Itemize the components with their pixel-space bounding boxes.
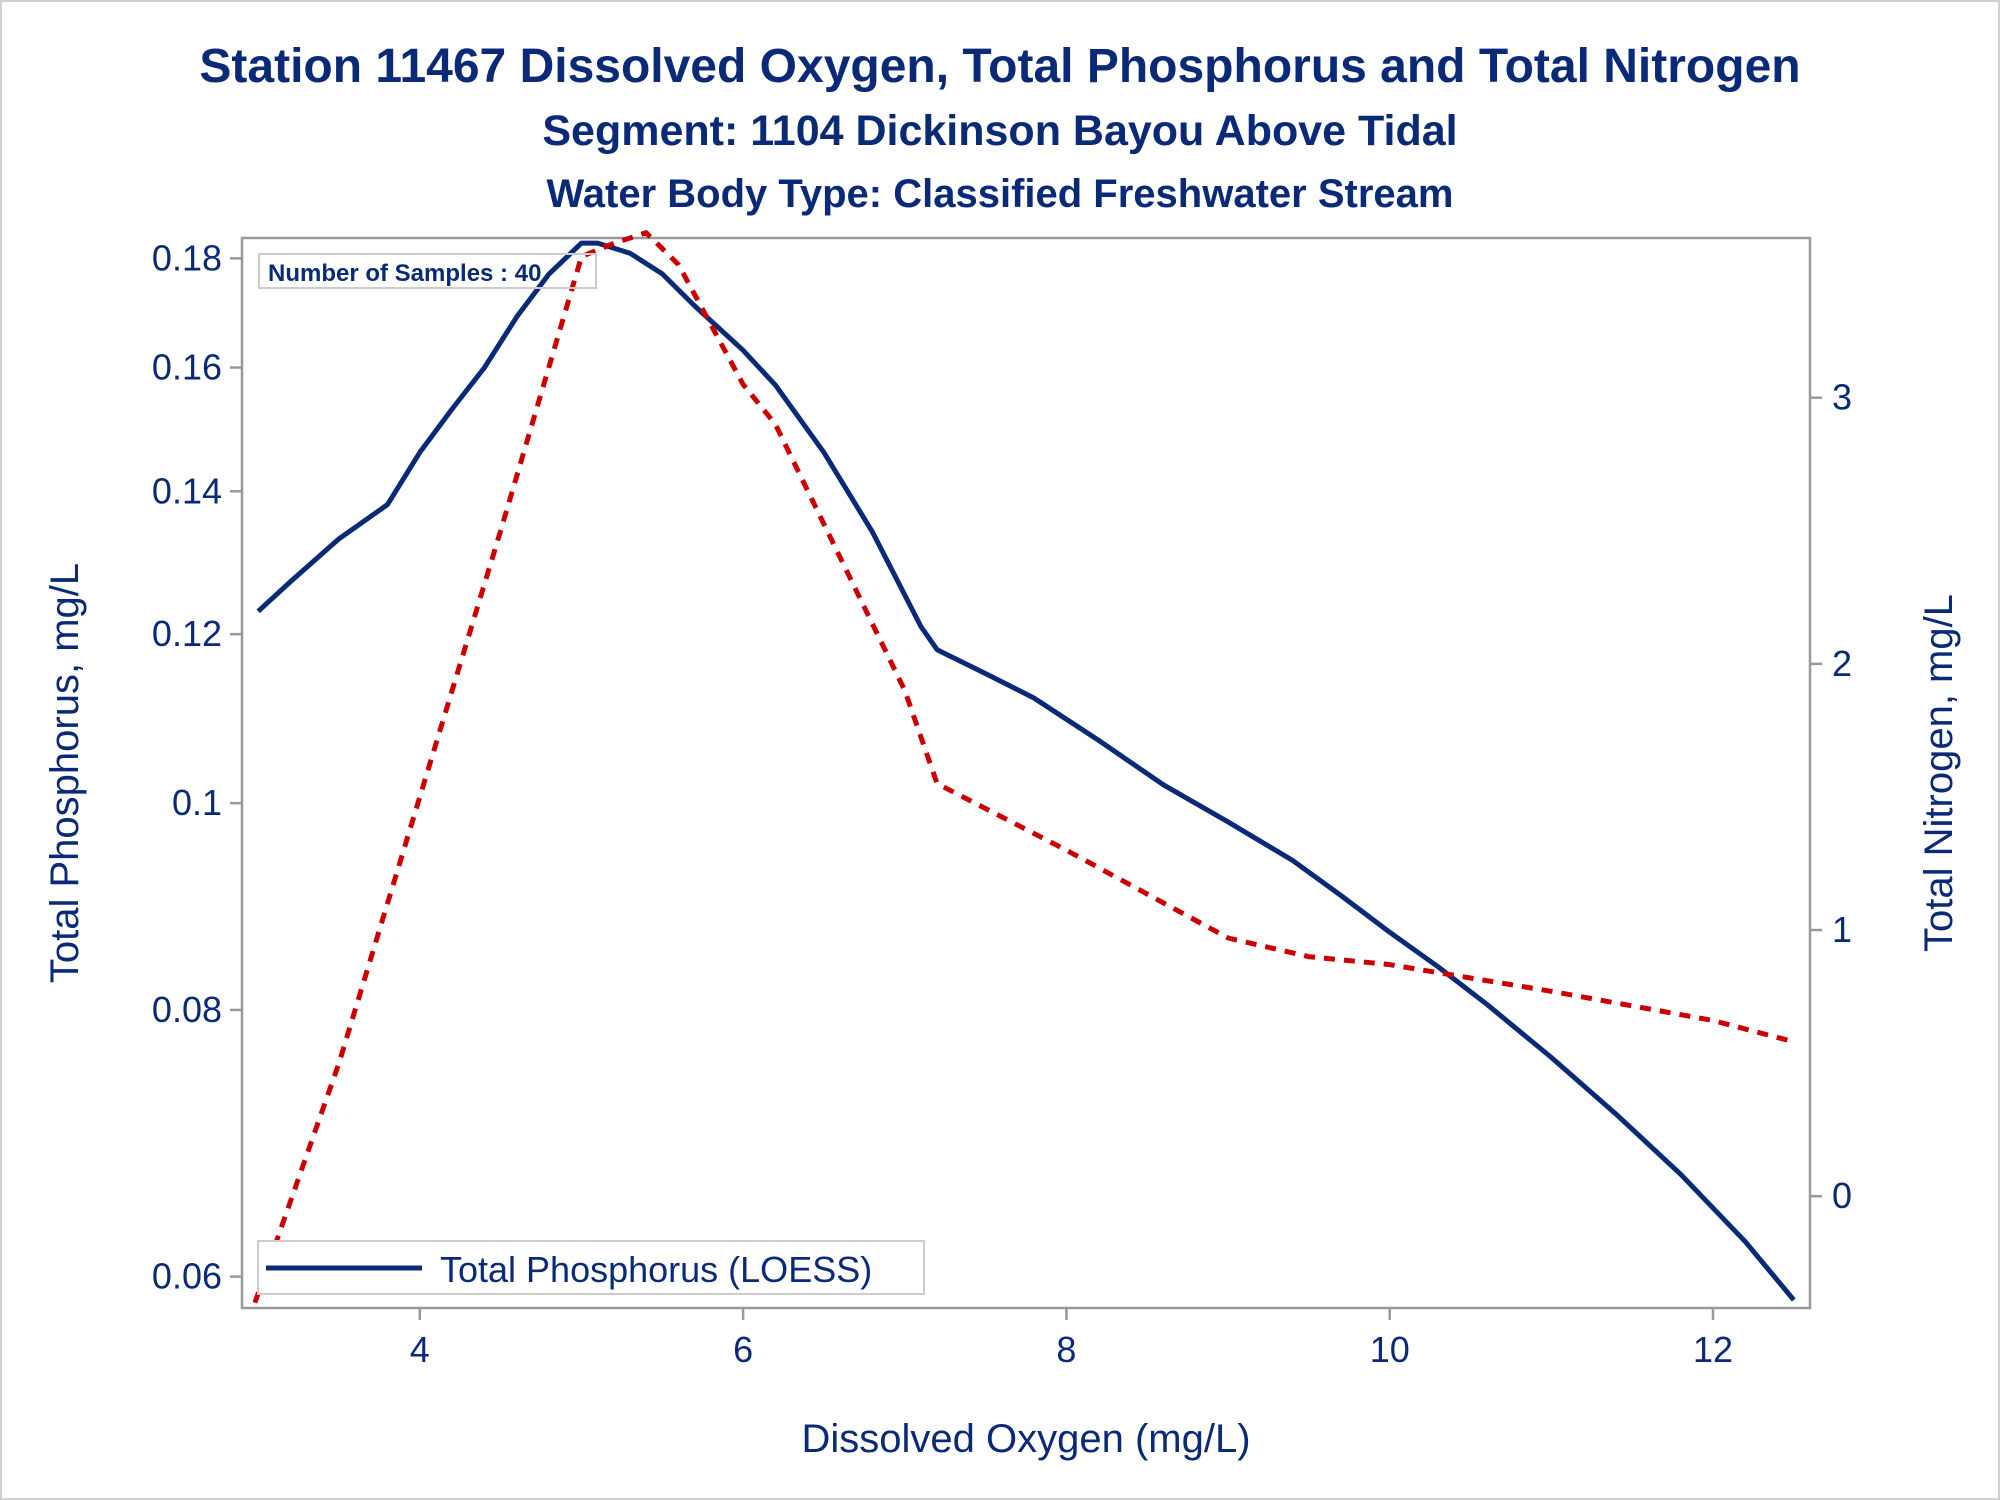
- y-axis-label: Total Phosphorus, mg/L: [43, 563, 87, 983]
- x-axis: 4 6 8 10 12: [410, 1308, 1733, 1370]
- legend: Total Phosphorus (LOESS): [257, 1240, 925, 1295]
- y-tick-label: 0.18: [152, 237, 222, 278]
- plot-area: [240, 236, 1812, 1310]
- y-tick-label: 0.14: [152, 470, 222, 511]
- y-tick-label: 0.12: [152, 613, 222, 654]
- y-axis-right: 0 1 2 3: [1810, 377, 1852, 1216]
- y-tick-label: 0.08: [152, 989, 222, 1030]
- legend-box: [257, 1240, 925, 1295]
- nitrogen-series-line: [252, 230, 1795, 1304]
- y-tick-label: 0.16: [152, 347, 222, 388]
- samples-inset-label: Number of Samples : 40: [268, 260, 541, 287]
- x-axis-label: Dissolved Oxygen (mg/L): [801, 1417, 1250, 1461]
- y-axis-left: 0.06 0.08 0.1 0.12 0.14 0.16 0.18: [152, 237, 242, 1297]
- chart-subtitle: Segment: 1104 Dickinson Bayou Above Tida…: [542, 107, 1457, 155]
- y2-tick-label: 3: [1832, 377, 1852, 418]
- x-tick-label: 4: [410, 1329, 430, 1370]
- phosphorus-series-line: [256, 240, 1796, 1302]
- y2-tick-label: 1: [1832, 909, 1852, 950]
- samples-inset-box: [258, 253, 597, 289]
- legend-label-phosphorus: Total Phosphorus (LOESS): [440, 1249, 872, 1290]
- y-tick-label: 0.1: [172, 782, 222, 823]
- x-tick-label: 10: [1370, 1329, 1410, 1370]
- x-tick-label: 8: [1056, 1329, 1076, 1370]
- y2-tick-label: 2: [1832, 643, 1852, 684]
- x-tick-label: 12: [1693, 1329, 1733, 1370]
- x-tick-label: 6: [733, 1329, 753, 1370]
- chart-subtitle-2: Water Body Type: Classified Freshwater S…: [547, 172, 1454, 216]
- y2-axis-label: Total Nitrogen, mg/L: [1917, 594, 1961, 952]
- chart-title: Station 11467 Dissolved Oxygen, Total Ph…: [199, 40, 1800, 93]
- y2-tick-label: 0: [1832, 1175, 1852, 1216]
- series-layer: [252, 230, 1796, 1304]
- y-tick-label: 0.06: [152, 1256, 222, 1297]
